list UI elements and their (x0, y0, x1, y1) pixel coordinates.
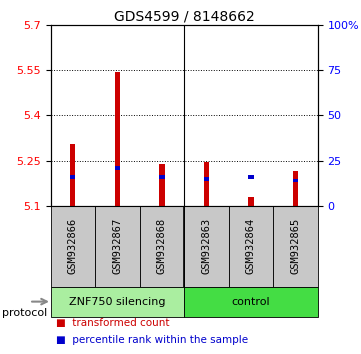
Text: ■  transformed count: ■ transformed count (56, 318, 169, 329)
Text: GSM932867: GSM932867 (112, 218, 122, 274)
Text: control: control (232, 297, 270, 307)
Bar (95, 206, 140, 286)
Bar (248, 197, 253, 206)
Bar (70, 176, 75, 179)
Title: GDS4599 / 8148662: GDS4599 / 8148662 (114, 10, 255, 24)
Bar (293, 178, 298, 182)
Text: ■  percentile rank within the sample: ■ percentile rank within the sample (56, 335, 248, 345)
Bar (51, 206, 95, 286)
Bar (273, 206, 318, 286)
Text: GSM932868: GSM932868 (157, 218, 167, 274)
Text: ZNF750 silencing: ZNF750 silencing (69, 297, 166, 307)
Bar (159, 164, 165, 206)
Bar (70, 144, 75, 206)
Bar (293, 171, 298, 206)
Bar (115, 166, 120, 170)
Bar (140, 206, 184, 286)
Bar (159, 176, 165, 179)
Text: protocol: protocol (2, 308, 47, 318)
Bar (204, 177, 209, 181)
Text: GSM932864: GSM932864 (246, 218, 256, 274)
Bar (204, 162, 209, 206)
Bar (229, 206, 273, 286)
Bar (51, 286, 184, 317)
Text: GSM932865: GSM932865 (290, 218, 300, 274)
Text: GSM932866: GSM932866 (68, 218, 78, 274)
Bar (184, 206, 229, 286)
Text: GSM932863: GSM932863 (201, 218, 212, 274)
Bar (248, 176, 253, 179)
Bar (184, 286, 318, 317)
Bar (115, 72, 120, 206)
